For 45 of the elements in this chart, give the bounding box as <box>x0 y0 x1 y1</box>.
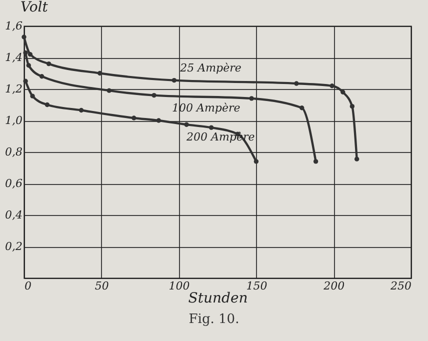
x-tick-label: 50 <box>94 280 109 292</box>
y-tick-label: 1,2 <box>5 82 22 96</box>
point <box>22 34 26 40</box>
point <box>172 78 176 83</box>
point <box>254 159 259 164</box>
point <box>300 106 304 110</box>
point <box>46 61 52 66</box>
point <box>132 116 136 120</box>
point <box>26 63 31 68</box>
x-tick-label: 100 <box>168 280 190 292</box>
point <box>39 74 44 79</box>
y-tick-label: 1,6 <box>5 20 22 32</box>
point <box>98 70 102 76</box>
point <box>152 92 156 98</box>
x-tick-label: 150 <box>246 280 268 292</box>
point <box>330 84 334 88</box>
x-tick-label: 200 <box>322 280 345 292</box>
point <box>354 156 360 162</box>
point <box>340 90 346 94</box>
point <box>28 52 33 57</box>
point <box>23 50 28 56</box>
point <box>184 122 189 127</box>
point <box>106 88 112 93</box>
y-tick-label: 1,0 <box>5 114 22 127</box>
y-tick-label: 1,4 <box>5 51 22 64</box>
point <box>249 96 254 101</box>
y-tick-label: 0,4 <box>5 208 22 222</box>
point <box>30 94 35 98</box>
y-axis-title: Volt <box>20 0 48 16</box>
x-axis-title: Stunden <box>188 290 248 306</box>
point <box>23 78 28 84</box>
y-tick-label: 0,2 <box>5 240 22 253</box>
series-label: 25 Ampère <box>179 61 242 74</box>
point <box>294 81 299 86</box>
point <box>313 159 318 164</box>
x-tick-label: 250 <box>390 280 412 292</box>
point <box>44 102 50 108</box>
caption: Fig. 10. <box>188 312 240 327</box>
y-tick-label: 0,8 <box>5 146 22 158</box>
point <box>208 125 214 130</box>
point <box>78 108 84 113</box>
x-tick-label: 0 <box>24 280 32 292</box>
point <box>350 104 355 109</box>
point <box>156 118 162 123</box>
y-tick-label: 0,6 <box>5 177 22 190</box>
